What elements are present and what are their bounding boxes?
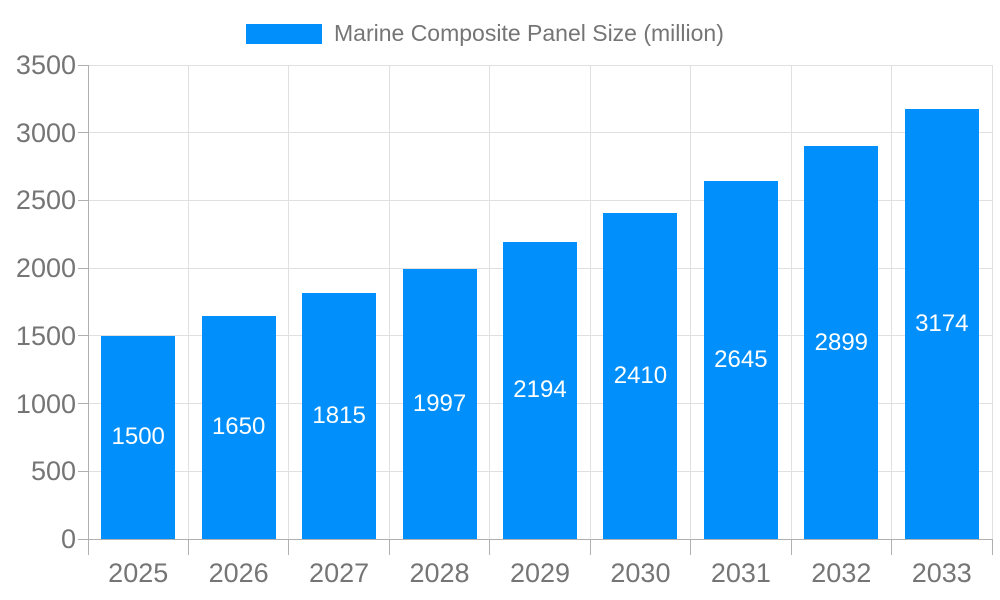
x-axis-tick-label: 2027 bbox=[309, 558, 370, 588]
bar: 2194 bbox=[503, 241, 577, 539]
x-axis-tick bbox=[589, 539, 591, 555]
x-axis-tick-label: 2028 bbox=[409, 558, 470, 588]
y-axis-tick bbox=[78, 267, 88, 269]
v-gridline bbox=[489, 65, 491, 539]
x-axis-tick-label: 2033 bbox=[911, 558, 972, 588]
bar: 1500 bbox=[101, 335, 176, 539]
x-axis-tick bbox=[489, 539, 491, 555]
y-axis-tick-label: 1500 bbox=[15, 320, 76, 351]
y-axis-tick bbox=[78, 403, 88, 405]
y-axis-tick-label: 3000 bbox=[15, 117, 76, 148]
x-axis-line bbox=[88, 538, 992, 540]
h-gridline bbox=[88, 64, 992, 66]
bar: 1997 bbox=[402, 268, 477, 539]
y-axis-tick-label: 2500 bbox=[15, 185, 76, 216]
v-gridline bbox=[790, 65, 792, 539]
v-gridline bbox=[388, 65, 390, 539]
bar: 2410 bbox=[603, 212, 678, 539]
bar-value-label: 2899 bbox=[814, 328, 869, 356]
bar-value-label: 1815 bbox=[312, 402, 366, 430]
y-axis-tick-label: 2000 bbox=[15, 253, 76, 284]
x-axis-tick bbox=[790, 539, 792, 555]
bar-value-label: 1650 bbox=[211, 413, 266, 441]
v-gridline bbox=[690, 65, 692, 539]
y-axis-tick-label: 500 bbox=[30, 456, 76, 487]
x-axis-tick bbox=[87, 539, 89, 555]
y-axis-tick-label: 0 bbox=[60, 524, 76, 554]
legend-swatch bbox=[246, 23, 322, 44]
bar-value-label: 2645 bbox=[714, 345, 768, 373]
x-axis-tick-label: 2029 bbox=[509, 558, 571, 588]
x-axis-tick bbox=[288, 539, 290, 555]
y-axis-line bbox=[87, 65, 89, 539]
bar: 2645 bbox=[703, 180, 778, 539]
bar-value-label: 2410 bbox=[613, 361, 668, 389]
v-gridline bbox=[891, 65, 893, 539]
x-axis-tick-label: 2025 bbox=[108, 558, 169, 588]
y-axis-tick bbox=[78, 132, 88, 134]
v-gridline bbox=[288, 65, 290, 539]
legend-label: Marine Composite Panel Size (million) bbox=[334, 20, 724, 46]
x-axis-tick bbox=[991, 539, 993, 555]
y-axis-tick bbox=[78, 335, 88, 337]
bar-value-label: 2194 bbox=[513, 376, 567, 404]
y-axis-tick-label: 3500 bbox=[15, 50, 76, 80]
legend: Marine Composite Panel Size (million) bbox=[246, 20, 724, 46]
y-axis-tick bbox=[78, 470, 88, 472]
h-gridline bbox=[88, 132, 992, 134]
y-axis-tick bbox=[78, 64, 88, 66]
bar: 1815 bbox=[302, 293, 377, 539]
bar-value-label: 1500 bbox=[111, 423, 165, 451]
bar: 1650 bbox=[201, 315, 276, 539]
bar: 2899 bbox=[804, 146, 879, 539]
x-axis-tick bbox=[388, 539, 390, 555]
v-gridline bbox=[589, 65, 591, 539]
y-axis-tick bbox=[78, 538, 88, 540]
h-gridline bbox=[88, 199, 992, 201]
v-gridline bbox=[187, 65, 189, 539]
y-axis-tick-label: 1000 bbox=[15, 388, 76, 419]
v-gridline bbox=[991, 65, 993, 539]
x-axis-tick-label: 2032 bbox=[811, 558, 872, 588]
bar-value-label: 1997 bbox=[412, 389, 467, 417]
x-axis-tick-label: 2026 bbox=[208, 558, 269, 588]
x-axis-tick bbox=[891, 539, 893, 555]
y-axis-tick bbox=[78, 199, 88, 201]
x-axis-tick bbox=[187, 539, 189, 555]
bar: 3174 bbox=[904, 109, 979, 539]
x-axis-tick bbox=[690, 539, 692, 555]
x-axis-tick-label: 2031 bbox=[710, 558, 771, 588]
x-axis-tick-label: 2030 bbox=[610, 558, 671, 588]
bar-value-label: 3174 bbox=[915, 310, 969, 338]
